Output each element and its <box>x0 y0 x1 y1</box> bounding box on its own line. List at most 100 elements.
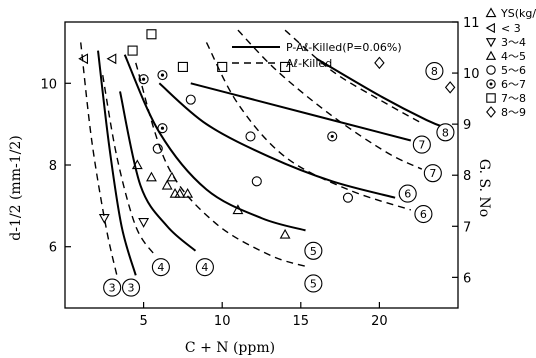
point-diamond <box>444 81 456 94</box>
point-circle-dot <box>327 131 338 142</box>
curve-label-circle <box>304 241 323 260</box>
curve-label: 4 <box>201 261 208 274</box>
legend-line-label: Aℓ-Killed <box>286 57 332 70</box>
marker-legend-label: 7～8 <box>501 92 526 105</box>
curve-label-circle <box>425 61 444 81</box>
y-axis-label: d-1/2 (mm-1/2) <box>8 135 24 240</box>
point-circle <box>152 143 163 154</box>
curve-label-circle <box>412 135 431 154</box>
curve-label: 4 <box>157 261 164 274</box>
marker-legend-label: 4～5 <box>501 50 526 63</box>
legend-square-icon <box>486 93 496 103</box>
curves <box>80 29 448 276</box>
point-triangle-up <box>166 171 178 182</box>
curve-label: 5 <box>310 277 317 290</box>
curve-label-circle <box>151 258 170 277</box>
legend-triangle-down-icon <box>485 38 497 48</box>
curve-label: 6 <box>404 188 411 201</box>
point-circle <box>342 192 354 203</box>
curve-label: 5 <box>310 245 317 258</box>
right-tick-label: 8 <box>463 169 471 184</box>
point-square <box>127 45 138 56</box>
point-circle-dot-dot <box>142 77 146 81</box>
x-tick-label: 20 <box>371 314 388 329</box>
marker-legend-label: 5～6 <box>501 64 526 77</box>
point-circle <box>245 131 256 142</box>
curve-label-circle <box>414 204 433 224</box>
marker-legend: YS(kg/mm²) < 33～44～55～66～77～88～9 <box>485 7 536 119</box>
data-points <box>78 29 456 239</box>
point-circle-dot-dot <box>330 134 334 138</box>
dashed-curve-7 <box>237 29 423 170</box>
curve-label-circle <box>121 278 141 297</box>
curve-label-circle <box>195 258 214 277</box>
dashed-curve-8 <box>284 29 424 125</box>
right-tick-label: 9 <box>463 118 471 133</box>
right-tick-label: 7 <box>463 220 471 235</box>
curve-label-circle <box>103 278 122 297</box>
dashed-curve-3 <box>80 42 118 276</box>
point-circle-dot-ring <box>157 70 168 81</box>
solid-curve-5 <box>123 54 306 232</box>
legend-diamond-icon <box>486 106 496 118</box>
y-tick-label: 10 <box>40 77 57 92</box>
point-circle-dot-ring <box>138 74 149 85</box>
solid-curve-3 <box>97 50 137 276</box>
legend-triangle-up-icon <box>485 50 497 60</box>
legend-triangle-left-icon <box>485 22 495 34</box>
point-circle-dot-ring <box>157 123 168 134</box>
point-square <box>177 61 188 72</box>
point-circle-dot <box>138 74 149 85</box>
solid-curve-6 <box>158 82 396 199</box>
x-tick-label: 10 <box>214 314 231 329</box>
curve-label: 7 <box>418 139 425 152</box>
marker-legend-label: < 3 <box>501 22 521 35</box>
point-square <box>280 61 291 72</box>
point-circle-dot-ring <box>327 131 338 142</box>
marker-legend-label: 8～9 <box>501 106 526 119</box>
dashed-curve-5 <box>135 62 309 268</box>
x-tick-label: 15 <box>293 314 310 329</box>
curve-label: 3 <box>128 282 135 295</box>
point-triangle-up <box>182 187 194 198</box>
right-tick-label: 6 <box>463 271 471 286</box>
right-tick-label: 11 <box>463 16 480 31</box>
point-triangle-down <box>98 213 110 224</box>
legend-circle-icon <box>486 65 496 75</box>
point-circle <box>251 176 262 187</box>
curve-label: 8 <box>431 65 438 78</box>
legend-circle-dot-icon-dot <box>489 82 493 86</box>
curve-label-circle <box>436 123 455 142</box>
line-legend: P-Aℓ-Killed(P=0.06%) Aℓ-Killed <box>232 41 402 70</box>
marker-legend-label: 3～4 <box>501 36 526 49</box>
point-triangle-up <box>232 204 244 215</box>
solid-curve-4 <box>119 91 197 252</box>
plot-frame <box>64 21 459 309</box>
point-circle-dot <box>157 70 168 81</box>
y-axis-ticks: 6 8 10 <box>40 77 71 256</box>
dashed-curve-6 <box>205 42 412 211</box>
legend-line-label: P-Aℓ-Killed(P=0.06%) <box>286 41 402 54</box>
point-diamond <box>374 56 385 70</box>
point-circle-dot-dot <box>160 126 165 130</box>
y-tick-label: 8 <box>49 159 57 174</box>
point-triangle-down <box>138 218 150 228</box>
point-triangle-left <box>78 53 89 65</box>
point-triangle-up <box>174 187 186 198</box>
point-triangle-up <box>169 187 181 198</box>
solid-curve-8 <box>316 57 448 130</box>
x-axis-label: C + N (ppm) <box>185 340 275 356</box>
legend-title-triangle-icon <box>485 7 497 18</box>
curve-labels: 33 4 4 5 5 66 7 7 8 8 <box>103 61 455 297</box>
curve-label-circle <box>423 164 442 183</box>
right-axis-ticks: 6789101112 <box>452 16 480 286</box>
point-circle-dot-dot <box>160 73 165 77</box>
point-circle <box>185 94 196 105</box>
point-triangle-left <box>106 53 117 65</box>
plot-border <box>64 21 459 309</box>
dashed-curve-4 <box>102 74 156 256</box>
point-square <box>146 29 157 40</box>
marker-legend-label: 6～7 <box>501 78 526 91</box>
curve-label: 3 <box>109 282 116 295</box>
